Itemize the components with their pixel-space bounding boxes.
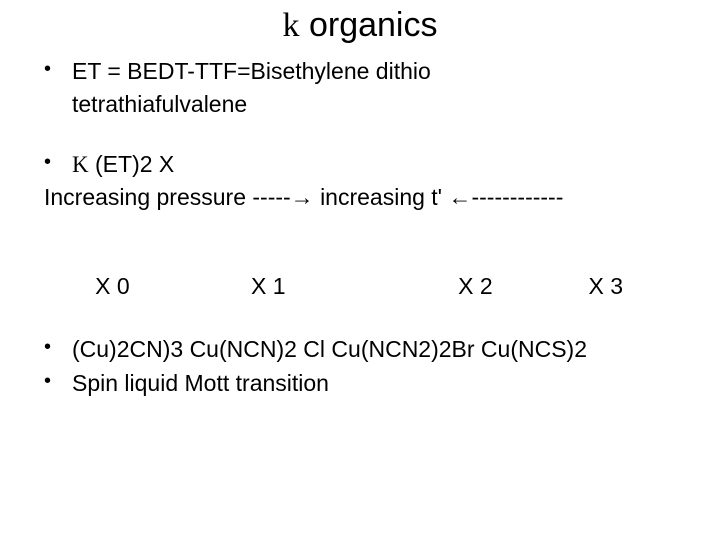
- block-3: X 0 X 1 X 2 X 3 (Cu)2CN)3 Cu(NCN)2 Cl Cu…: [72, 243, 700, 398]
- bullet-et-definition-cont: tetrathiafulvalene: [72, 90, 700, 119]
- title-rest: organics: [300, 6, 438, 44]
- line-pressure: Increasing pressure -----→ increasing t'…: [44, 183, 700, 212]
- text-line: ET = BEDT-TTF=Bisethylene dithio: [72, 58, 431, 84]
- bullet-compounds: (Cu)2CN)3 Cu(NCN)2 Cl Cu(NCN2)2Br Cu(NCS…: [72, 335, 700, 364]
- slide: k organics ET = BEDT-TTF=Bisethylene dit…: [0, 0, 720, 540]
- slide-title: k organics: [0, 6, 720, 45]
- bullet-kappa-et2x: K (ET)2 X: [72, 150, 700, 179]
- text-line: tetrathiafulvalene: [72, 91, 247, 117]
- text-line: (Cu)2CN)3 Cu(NCN)2 Cl Cu(NCN2)2Br Cu(NCS…: [72, 336, 587, 362]
- block-1: ET = BEDT-TTF=Bisethylene dithio tetrath…: [72, 57, 700, 120]
- text-line: Increasing pressure -----→ increasing t'…: [44, 184, 563, 210]
- block-2: K (ET)2 X Increasing pressure -----→ inc…: [72, 150, 700, 213]
- line-x-labels: X 0 X 1 X 2 X 3: [44, 243, 700, 331]
- text-line: X 0 X 1 X 2 X 3: [95, 273, 623, 299]
- bullet-phases: Spin liquid Mott transition: [72, 369, 700, 398]
- text-line: Spin liquid Mott transition: [72, 370, 329, 396]
- kappa-symbol: K: [72, 152, 89, 177]
- title-kappa: k: [283, 7, 300, 44]
- slide-body: ET = BEDT-TTF=Bisethylene dithio tetrath…: [0, 57, 720, 398]
- bullet-et-definition: ET = BEDT-TTF=Bisethylene dithio: [72, 57, 700, 86]
- text-line: (ET)2 X: [89, 151, 175, 177]
